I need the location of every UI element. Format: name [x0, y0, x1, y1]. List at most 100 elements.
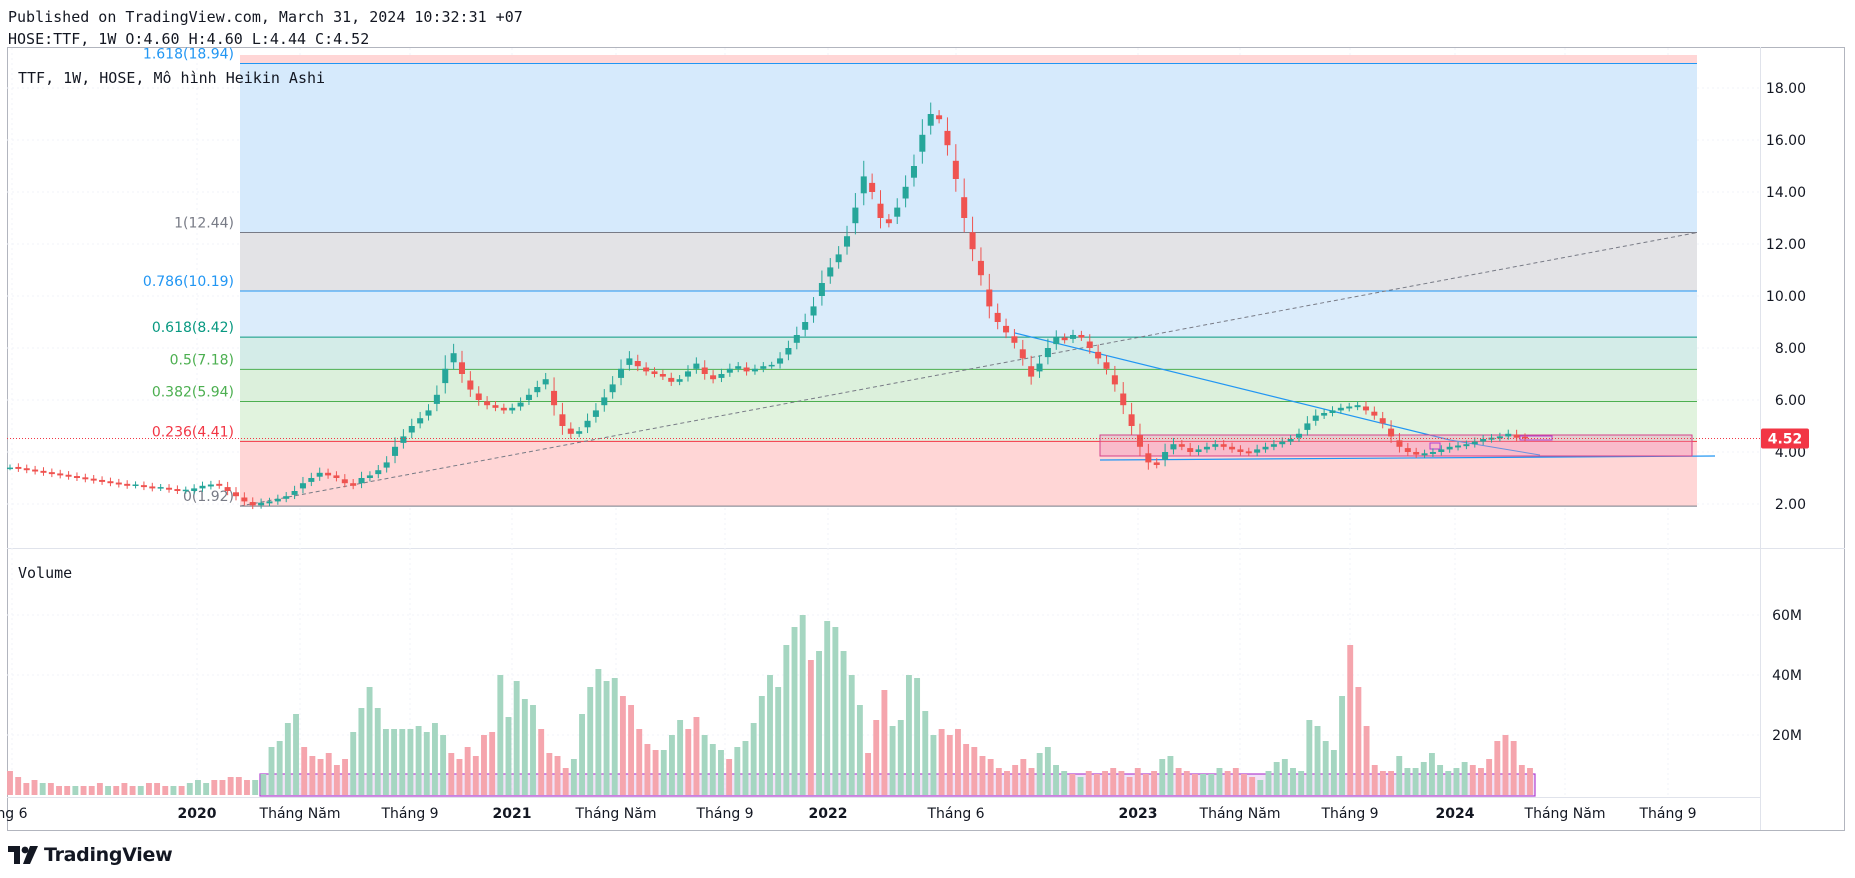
candle — [1455, 445, 1462, 448]
tradingview-logo[interactable]: TradingView — [8, 843, 173, 867]
candle — [216, 483, 223, 486]
price-tick-label: 8.00 — [1775, 341, 1806, 357]
fib-zone-0 — [240, 63, 1697, 233]
candle — [274, 498, 281, 502]
price-tick-label: 10.00 — [1766, 289, 1806, 305]
candle — [1078, 335, 1085, 338]
time-tick-label: Tháng 9 — [695, 806, 753, 822]
volume-bar — [668, 735, 675, 795]
candle — [668, 377, 675, 382]
volume-bar — [1412, 768, 1419, 795]
candle — [919, 134, 926, 152]
volume-bar — [628, 705, 635, 795]
volume-bar — [791, 627, 798, 795]
chart-canvas[interactable]: 1.618(18.94) 1(12.44) 0.786(10.19) 0.618(8.… — [0, 0, 1855, 840]
time-tick-label: Tháng 9 — [1638, 806, 1696, 822]
candle — [1061, 337, 1068, 341]
volume-bar — [56, 786, 62, 795]
candle — [23, 468, 30, 471]
descending-trendline — [1014, 332, 1451, 441]
volume-bar — [856, 705, 863, 795]
volume-series — [7, 615, 1533, 795]
volume-bar — [889, 726, 896, 795]
volume-bar — [105, 786, 112, 795]
volume-bar — [930, 735, 937, 795]
volume-bar — [407, 729, 414, 795]
volume-bar — [497, 675, 504, 795]
candle — [743, 367, 750, 372]
candle — [827, 267, 834, 277]
volume-bar — [170, 786, 177, 795]
candle — [1162, 452, 1169, 460]
candle — [1053, 337, 1060, 345]
time-tick-label: 2020 — [178, 806, 217, 822]
volume-bar — [1126, 777, 1133, 795]
volume-bar — [1110, 768, 1117, 795]
volume-bar — [1478, 768, 1484, 795]
volume-bar — [342, 759, 348, 795]
volume-bar — [897, 720, 904, 795]
volume-bar — [971, 747, 978, 795]
volume-bar — [1510, 741, 1517, 795]
candle — [542, 379, 549, 385]
price-tick-label: 14.00 — [1766, 185, 1806, 201]
candle — [392, 446, 399, 456]
price-tick-label: 18.00 — [1766, 81, 1806, 97]
volume-bar — [47, 783, 54, 795]
tradingview-brand: TradingView — [44, 844, 173, 866]
candle — [793, 335, 800, 343]
candle — [1396, 440, 1403, 447]
volume-bar — [162, 786, 169, 795]
volume-bar — [685, 729, 692, 795]
volume-bar — [374, 708, 381, 795]
candle — [609, 384, 616, 393]
volume-bar — [1371, 765, 1378, 795]
chart-title: TTF, 1W, HOSE, Mô hình Heikin Ashi — [18, 69, 325, 87]
candle — [534, 387, 541, 393]
candle — [869, 182, 876, 192]
candle — [1069, 335, 1077, 339]
volume-bar — [178, 786, 185, 795]
candle — [525, 394, 532, 400]
candle — [844, 236, 851, 247]
candle — [224, 487, 231, 491]
volume-bar — [677, 720, 684, 795]
volume-bar — [636, 729, 643, 795]
candle — [659, 374, 666, 377]
time-tick-label: 2022 — [809, 806, 848, 822]
volume-bar — [644, 744, 651, 795]
candle — [191, 488, 198, 491]
candle — [1321, 413, 1328, 416]
volume-bar — [767, 675, 773, 795]
fib-zone-1 — [240, 232, 1697, 292]
candle — [651, 371, 658, 374]
candle — [1270, 444, 1277, 447]
candle — [1505, 433, 1512, 437]
volume-bar — [881, 690, 888, 795]
candlestick-series — [6, 102, 1529, 510]
fib-zone-3 — [240, 337, 1697, 370]
volume-bar — [227, 777, 234, 795]
candle — [1521, 436, 1529, 439]
candle — [701, 367, 708, 374]
candle — [1279, 441, 1286, 445]
candle — [325, 472, 332, 476]
volume-bar — [72, 786, 79, 795]
volume-tick-label: 60M — [1772, 608, 1802, 624]
trend-drawings[interactable] — [239, 232, 1716, 797]
candle — [977, 260, 984, 276]
volume-bar — [554, 756, 561, 795]
candle — [383, 462, 390, 468]
candle — [559, 414, 566, 426]
candle — [1103, 362, 1110, 369]
candle — [1178, 444, 1185, 447]
volume-bar — [145, 783, 152, 795]
volume-bar — [1044, 747, 1051, 795]
candle — [32, 469, 39, 472]
volume-bar — [1232, 768, 1239, 795]
candle — [157, 487, 164, 489]
volume-bar — [1200, 774, 1207, 795]
candle — [132, 484, 139, 486]
volume-bar — [252, 780, 259, 795]
candle — [1044, 348, 1051, 358]
